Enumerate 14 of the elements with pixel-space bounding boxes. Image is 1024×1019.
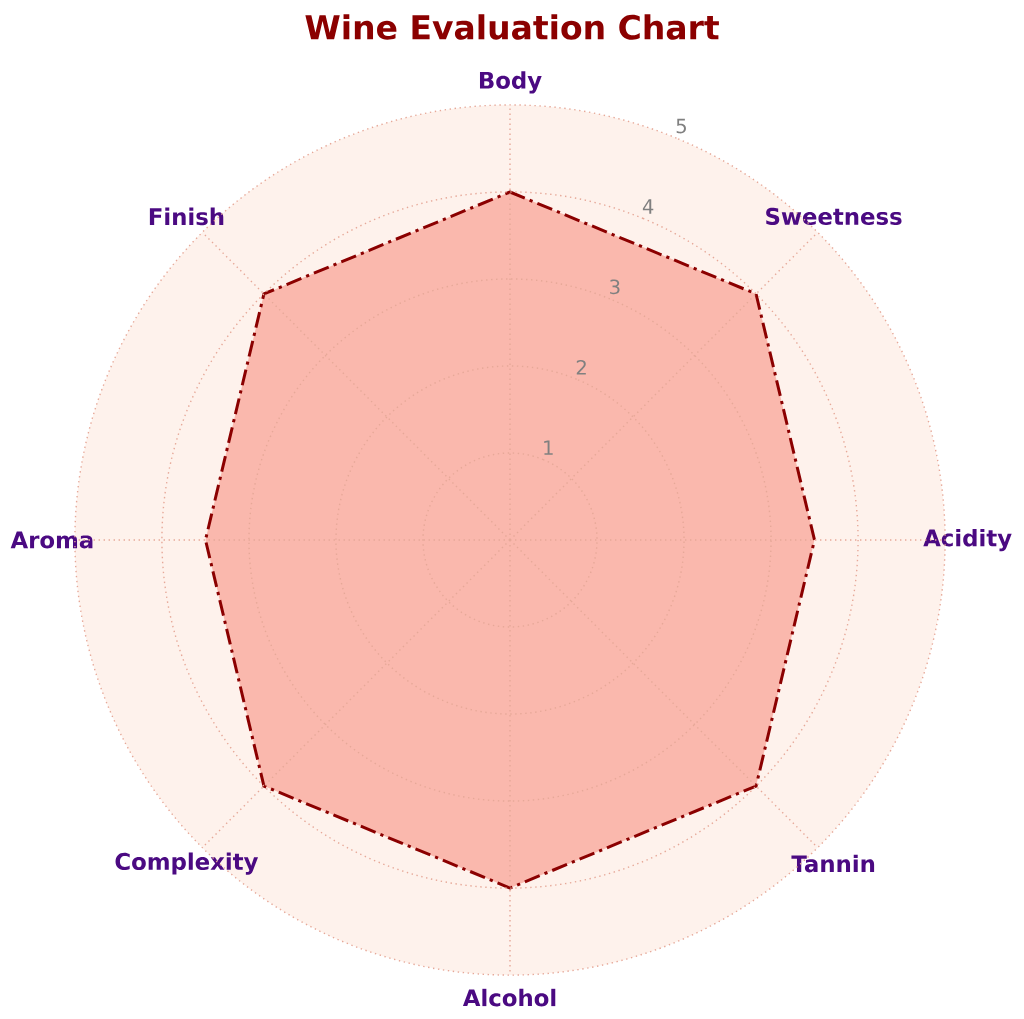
y-tick-label: 2 bbox=[576, 359, 586, 375]
y-tick-label: 5 bbox=[676, 118, 686, 134]
spoke-label: Tannin bbox=[791, 854, 875, 873]
spoke-label: Body bbox=[479, 71, 542, 94]
y-tick-label: 4 bbox=[642, 199, 654, 214]
y-tick-label: 3 bbox=[610, 279, 620, 295]
spoke-label: Complexity bbox=[115, 852, 259, 875]
chart-title: Wine Evaluation Chart bbox=[305, 14, 719, 40]
spoke-label: Finish bbox=[149, 207, 224, 226]
spoke-label: Acidity bbox=[923, 528, 1012, 552]
y-tick-label: 1 bbox=[544, 440, 553, 455]
spoke-label: Alcohol bbox=[462, 988, 556, 1007]
spoke-label: Aroma bbox=[10, 531, 93, 549]
spoke-label: Sweetness bbox=[766, 207, 902, 226]
